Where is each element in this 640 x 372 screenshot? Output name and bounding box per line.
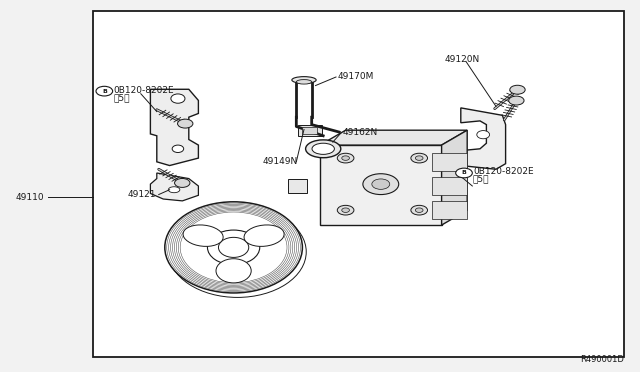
Text: 0B120-8202E: 0B120-8202E <box>473 167 534 176</box>
Polygon shape <box>320 145 442 225</box>
Circle shape <box>509 96 524 105</box>
Ellipse shape <box>306 140 341 158</box>
Ellipse shape <box>312 143 334 154</box>
Ellipse shape <box>169 206 307 298</box>
Circle shape <box>372 179 390 189</box>
Polygon shape <box>442 130 467 225</box>
Ellipse shape <box>477 131 490 139</box>
Circle shape <box>177 119 193 128</box>
Ellipse shape <box>172 145 184 153</box>
Circle shape <box>411 153 428 163</box>
Circle shape <box>342 208 349 212</box>
Ellipse shape <box>244 225 284 246</box>
Polygon shape <box>461 108 506 169</box>
Circle shape <box>337 205 354 215</box>
Circle shape <box>510 85 525 94</box>
Ellipse shape <box>292 77 316 83</box>
Circle shape <box>96 86 113 96</box>
Circle shape <box>456 168 472 178</box>
Circle shape <box>415 208 423 212</box>
Ellipse shape <box>207 230 260 265</box>
Circle shape <box>342 156 349 160</box>
Text: 〈5〉: 〈5〉 <box>113 93 130 102</box>
Bar <box>432 153 467 171</box>
Text: 〈5〉: 〈5〉 <box>473 175 490 184</box>
Polygon shape <box>288 179 307 193</box>
Ellipse shape <box>183 225 223 246</box>
Text: 49149N: 49149N <box>262 157 298 166</box>
Ellipse shape <box>296 80 312 84</box>
Ellipse shape <box>216 259 251 283</box>
Text: 49162N: 49162N <box>342 128 378 137</box>
Polygon shape <box>150 173 198 201</box>
Circle shape <box>415 156 423 160</box>
Ellipse shape <box>168 187 180 193</box>
Circle shape <box>411 205 428 215</box>
Text: 49170M: 49170M <box>337 72 374 81</box>
Text: 49121: 49121 <box>128 190 157 199</box>
Ellipse shape <box>218 237 249 257</box>
Bar <box>432 201 467 219</box>
Polygon shape <box>320 130 467 145</box>
Bar <box>93 11 624 357</box>
Text: 49120N: 49120N <box>445 55 480 64</box>
Bar <box>302 127 317 134</box>
Text: 0B120-8202E: 0B120-8202E <box>113 86 174 94</box>
Text: 49110: 49110 <box>16 193 45 202</box>
Polygon shape <box>150 89 198 166</box>
Bar <box>298 125 322 136</box>
Circle shape <box>175 179 190 187</box>
Text: R490001D: R490001D <box>580 355 624 364</box>
Bar <box>432 177 467 195</box>
Text: B: B <box>461 170 467 176</box>
Ellipse shape <box>171 94 185 103</box>
Circle shape <box>363 174 399 195</box>
Ellipse shape <box>165 202 302 293</box>
Text: B: B <box>102 89 107 94</box>
Circle shape <box>337 153 354 163</box>
